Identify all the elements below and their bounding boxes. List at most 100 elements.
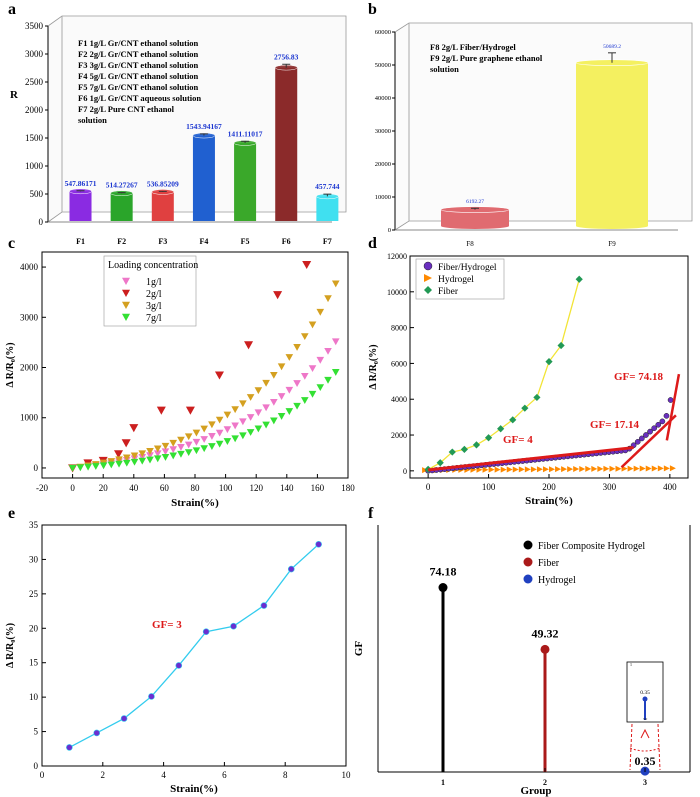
- y-tick-label-e: 0: [34, 761, 39, 771]
- data-point-d: [638, 435, 645, 442]
- data-point-d: [579, 465, 586, 472]
- data-point-c: [192, 429, 201, 437]
- bar-bottom-b: [576, 223, 648, 229]
- data-point-e: [66, 744, 73, 751]
- y-tick-label-e: 10: [29, 692, 39, 702]
- data-point-c: [208, 421, 216, 429]
- data-point-d: [506, 466, 513, 473]
- y-tick-label-c: 4000: [20, 262, 39, 272]
- data-point-c: [331, 338, 340, 346]
- data-point-c: [331, 280, 340, 288]
- legend-entry-c: 3g/l: [146, 301, 162, 312]
- legend-entry-a: F2 2g/L Gr/CNT ethanol solution: [78, 49, 199, 59]
- data-point-c: [177, 436, 185, 444]
- data-point-c: [76, 464, 85, 472]
- category-label-a: F6: [282, 237, 291, 246]
- data-point-c: [277, 393, 286, 400]
- y-tick-label-a: 2000: [25, 105, 44, 115]
- data-point-d: [521, 404, 529, 412]
- value-label-a: 514.27267: [106, 181, 138, 190]
- data-point-c: [301, 372, 309, 380]
- data-point-d: [494, 466, 501, 473]
- data-point-c: [214, 371, 224, 380]
- y-tick-label-c: 2000: [20, 363, 39, 373]
- legend-marker-c: [122, 301, 130, 309]
- data-point-c: [122, 454, 131, 462]
- data-point-d: [497, 425, 505, 433]
- data-point-c: [244, 341, 254, 350]
- data-point-d: [663, 412, 670, 419]
- series-line-e: [69, 543, 320, 748]
- data-point-d: [643, 432, 649, 438]
- data-point-d: [647, 428, 653, 435]
- legend-entry-f: Fiber: [538, 558, 560, 569]
- data-point-d: [603, 465, 610, 472]
- category-label-b: F8: [466, 240, 474, 248]
- data-point-d: [655, 421, 662, 428]
- data-point-c: [262, 379, 270, 387]
- y-tick-label-d: 12000: [387, 252, 407, 261]
- data-point-c: [270, 417, 278, 425]
- data-point-c: [270, 398, 278, 406]
- x-tick-label-c: 60: [160, 483, 170, 493]
- data-point-c: [107, 458, 116, 465]
- stem-head-f: [438, 583, 448, 593]
- panel-label-f: f: [368, 505, 374, 522]
- inset-head-f: [642, 696, 648, 702]
- value-label-f: 74.18: [430, 565, 457, 579]
- legend-entry-a: F3 3g/L Gr/CNT ethanol solution: [78, 60, 199, 70]
- data-point-e: [315, 540, 322, 548]
- data-point-c: [301, 333, 309, 341]
- data-point-d: [482, 466, 489, 473]
- data-point-c: [146, 452, 154, 460]
- y-axis-label-a: R: [10, 89, 19, 101]
- data-point-e: [175, 662, 183, 669]
- data-point-c: [239, 432, 247, 440]
- x-tick-label-d: 100: [482, 482, 496, 492]
- data-point-d: [488, 466, 495, 473]
- data-point-c: [146, 448, 154, 455]
- legend-entry-c: 7g/l: [146, 313, 162, 324]
- value-label-a: 547.86171: [65, 179, 97, 188]
- data-point-e: [260, 602, 268, 609]
- data-point-c: [208, 443, 216, 450]
- bar-b: [441, 209, 509, 226]
- y-tick-label-d: 10000: [387, 288, 407, 297]
- y-tick-label-e: 25: [29, 589, 39, 599]
- x-tick-label-c: -20: [36, 483, 48, 493]
- data-point-c: [138, 457, 147, 465]
- y-tick-label-c: 3000: [20, 312, 39, 322]
- x-tick-label-c: 100: [219, 483, 233, 493]
- x-tick-label-d: 400: [663, 482, 677, 492]
- y-tick-label-e: 20: [29, 623, 39, 633]
- legend-entry-b: solution: [430, 64, 459, 74]
- data-point-c: [184, 449, 193, 457]
- y-tick-label-d: 8000: [391, 324, 407, 333]
- y-tick-label-d: 4000: [391, 395, 407, 404]
- fit-line-d: [427, 446, 634, 472]
- x-tick-label-d: 0: [426, 482, 431, 492]
- x-tick-label-c: 20: [99, 483, 109, 493]
- data-point-d: [639, 465, 646, 472]
- data-point-c: [316, 356, 325, 364]
- data-point-c: [107, 461, 116, 469]
- data-point-d: [436, 459, 444, 467]
- data-point-c: [114, 450, 123, 459]
- zoom-arrow-f: [640, 728, 650, 739]
- x-tick-label-e: 10: [342, 770, 352, 780]
- category-label-b: F9: [608, 240, 616, 248]
- data-point-c: [324, 376, 332, 384]
- data-point-c: [308, 365, 317, 373]
- panel-label-e: e: [8, 505, 15, 522]
- data-point-c: [185, 406, 195, 415]
- legend-marker-f: [523, 540, 533, 550]
- data-point-c: [84, 463, 92, 471]
- data-point-c: [169, 446, 178, 454]
- data-point-c: [99, 462, 108, 470]
- data-point-c: [254, 387, 263, 395]
- data-point-d: [545, 358, 553, 366]
- data-point-c: [169, 439, 178, 447]
- data-point-c: [301, 397, 309, 404]
- data-point-c: [331, 369, 340, 376]
- data-point-d: [597, 465, 604, 472]
